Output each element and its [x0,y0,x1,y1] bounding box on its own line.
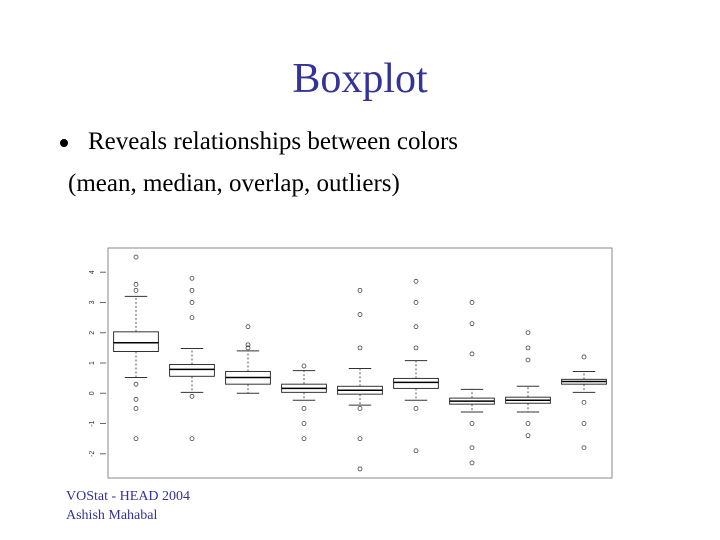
y-tick-label: 2 [89,331,96,335]
outlier [469,460,475,466]
outlier [413,278,419,284]
outlier [245,342,251,348]
outlier [189,300,195,305]
outlier [357,466,363,472]
outlier [357,436,363,442]
outlier [413,324,419,330]
outlier [525,357,531,363]
outlier [469,351,475,357]
outlier [357,345,363,351]
outlier [525,330,531,336]
outlier [469,445,475,451]
y-tick-label: 0 [89,391,96,395]
bullet-dot [60,139,68,147]
outlier [413,405,419,411]
outlier [133,281,139,287]
plot-frame [107,247,613,479]
slide-title: Boxplot [292,56,428,102]
y-tick-label: -1 [89,420,96,426]
outlier [469,421,475,426]
outlier [133,436,139,442]
outlier [133,287,139,293]
outlier [133,396,139,402]
outlier [189,315,195,321]
outlier [133,254,139,260]
outlier [189,287,195,293]
outlier [357,312,363,317]
outlier [413,345,419,351]
box [113,331,159,353]
outlier [469,321,475,327]
outlier [133,381,139,387]
y-tick-label: 1 [89,361,96,365]
outlier [189,393,195,399]
outlier [525,345,531,351]
outlier [413,448,419,454]
outlier [133,405,139,411]
outlier [245,324,251,330]
outlier [189,275,195,281]
box [169,364,215,377]
box [393,377,439,389]
outlier [301,421,307,426]
outlier [301,363,307,369]
outlier [301,405,307,411]
bullet-text: Reveals relationships between colors [88,128,459,155]
outlier [469,300,475,305]
outlier [581,421,587,426]
outlier [413,300,419,305]
outlier [189,436,195,442]
outlier [245,345,251,351]
outlier [581,445,587,451]
footer-line: VOStat - HEAD 2004 [66,489,191,504]
outlier [357,405,363,411]
y-tick-label: -2 [89,451,96,457]
bullet-subtext: (mean, median, overlap, outliers) [68,170,400,197]
outlier [581,399,587,405]
outlier [301,436,307,442]
footer-line: Ashish Mahabal [66,508,158,523]
outlier [581,354,587,360]
outlier [525,433,531,439]
y-tick-label: 3 [89,300,96,304]
outlier [357,287,363,293]
outlier [525,421,531,426]
y-tick-label: 4 [89,270,96,274]
